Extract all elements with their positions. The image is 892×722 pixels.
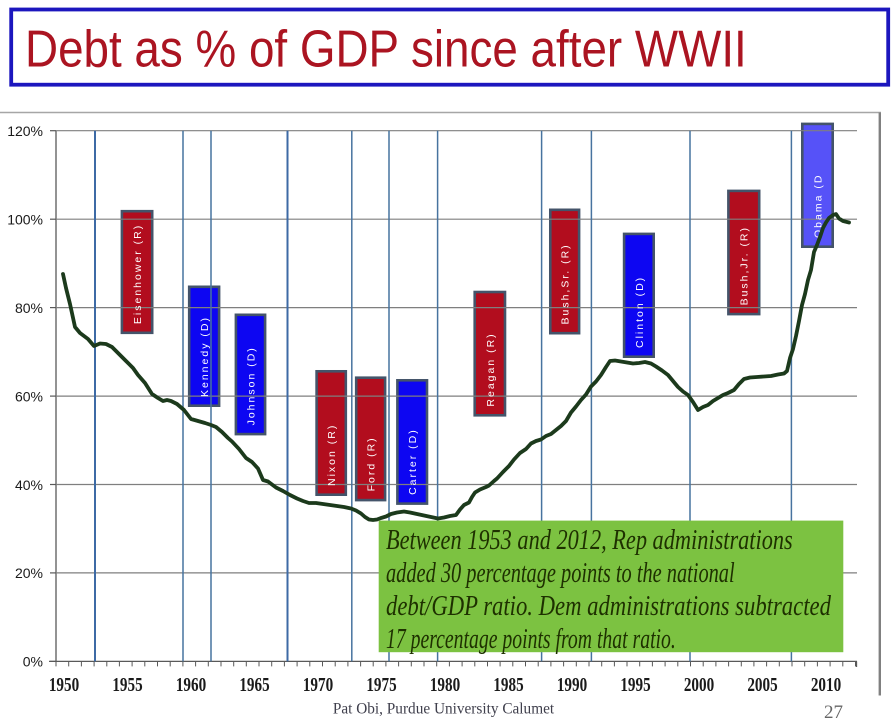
svg-text:2000: 2000 <box>684 673 714 696</box>
svg-text:100%: 100% <box>7 212 43 228</box>
svg-text:120%: 120% <box>7 123 43 139</box>
svg-text:1995: 1995 <box>620 673 650 696</box>
svg-text:20%: 20% <box>15 565 43 581</box>
svg-text:1950: 1950 <box>49 673 79 696</box>
svg-text:Clinton (D): Clinton (D) <box>634 276 646 348</box>
svg-text:17 percentage points from that: 17 percentage points from that ratio. <box>386 624 676 655</box>
svg-text:Bush,Sr. (R): Bush,Sr. (R) <box>560 243 572 324</box>
svg-text:0%: 0% <box>23 654 43 670</box>
svg-text:40%: 40% <box>15 477 43 493</box>
svg-text:Eisenhower (R): Eisenhower (R) <box>132 224 144 324</box>
svg-text:1985: 1985 <box>493 673 523 696</box>
svg-text:Reagan (R): Reagan (R) <box>485 332 497 406</box>
svg-text:Obama (D: Obama (D <box>812 174 824 238</box>
svg-text:1990: 1990 <box>557 673 587 696</box>
svg-text:Carter (D): Carter (D) <box>407 428 419 495</box>
svg-text:60%: 60% <box>15 388 43 404</box>
svg-text:Johnson (D): Johnson (D) <box>245 346 257 425</box>
svg-text:2010: 2010 <box>811 673 841 696</box>
svg-text:Pat Obi, Purdue University Cal: Pat Obi, Purdue University Calumet <box>333 700 555 717</box>
svg-text:added 30 percentage points to: added 30 percentage points to the nation… <box>386 558 735 589</box>
svg-text:Between 1953 and 2012, Rep adm: Between 1953 and 2012, Rep administratio… <box>386 525 793 556</box>
svg-text:debt/GDP ratio. Dem administra: debt/GDP ratio. Dem administrations subt… <box>386 590 831 622</box>
svg-text:1955: 1955 <box>112 673 142 696</box>
svg-text:1960: 1960 <box>176 673 206 696</box>
svg-text:1975: 1975 <box>366 673 396 696</box>
svg-text:80%: 80% <box>15 300 43 316</box>
svg-text:1970: 1970 <box>303 673 333 696</box>
svg-text:1965: 1965 <box>239 673 269 696</box>
svg-text:Debt as % of GDP since after W: Debt as % of GDP since after WWII <box>25 21 747 78</box>
svg-text:Nixon (R): Nixon (R) <box>326 424 338 486</box>
svg-text:27: 27 <box>824 702 843 722</box>
svg-text:2005: 2005 <box>747 673 777 696</box>
svg-text:Kennedy (D): Kennedy (D) <box>199 316 211 397</box>
svg-text:Bush,Jr. (R): Bush,Jr. (R) <box>739 226 751 305</box>
svg-text:1980: 1980 <box>430 673 460 696</box>
svg-text:Ford (R): Ford (R) <box>366 436 378 491</box>
